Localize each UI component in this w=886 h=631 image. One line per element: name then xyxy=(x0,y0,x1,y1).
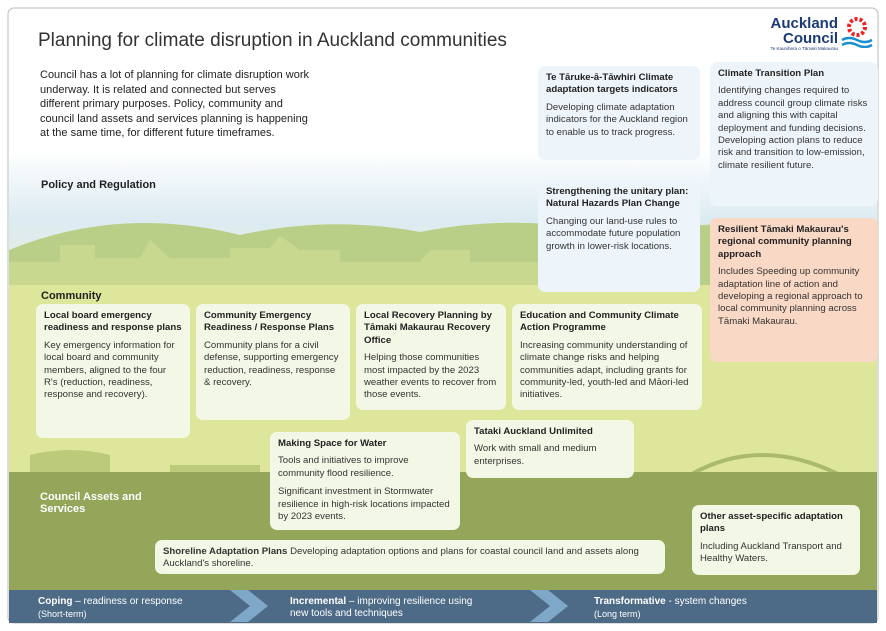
card-title: Strengthening the unitary plan: Natural … xyxy=(546,186,692,211)
stage-label: Transformative xyxy=(594,596,666,607)
card-title: Shoreline Adaptation Plans xyxy=(163,546,287,557)
card-title: Resilient Tāmaki Makaurau's regional com… xyxy=(718,224,870,261)
card-text: Shoreline Adaptation Plans Developing ad… xyxy=(163,546,657,571)
section-label: Policy and Regulation xyxy=(41,179,156,191)
logo-line: Council xyxy=(738,31,838,46)
card: Other asset-specific adaptation plans Inc… xyxy=(692,505,860,575)
card: Community Emergency Readiness / Response… xyxy=(196,304,350,420)
page: Planning for climate disruption in Auckl… xyxy=(0,0,886,631)
timeline-stage: Incremental – improving resilience using… xyxy=(290,596,480,620)
card-body: Increasing community understanding of cl… xyxy=(520,340,694,402)
card-title: Te Tāruke-ā-Tāwhiri Climate adaptation t… xyxy=(546,72,692,97)
card-body: Tools and initiatives to improve communi… xyxy=(278,455,452,480)
logo-tagline: Te Kaunihera o Tāmaki Makaurau xyxy=(738,46,838,52)
card: Local Recovery Planning by Tāmaki Makaur… xyxy=(356,304,506,410)
card-body: Work with small and medium enterprises. xyxy=(474,443,626,468)
stage-description: – readiness or response xyxy=(75,596,182,607)
card-title: Local board emergency readiness and resp… xyxy=(44,310,182,335)
card: Resilient Tāmaki Makaurau's regional com… xyxy=(710,218,878,362)
section-label: Community xyxy=(41,290,102,302)
title: Planning for climate disruption in Auckl… xyxy=(38,30,507,52)
card-title: Local Recovery Planning by Tāmaki Makaur… xyxy=(364,310,498,347)
card: Strengthening the unitary plan: Natural … xyxy=(538,180,700,292)
timeline-stage: Coping – readiness or response (Short-ter… xyxy=(38,596,238,621)
intro: Council has a lot of planning for climat… xyxy=(40,68,312,141)
stage-term: (Long term) xyxy=(594,609,641,619)
stage-term: (Short-term) xyxy=(38,609,87,619)
card: Te Tāruke-ā-Tāwhiri Climate adaptation t… xyxy=(538,66,700,160)
card-body: Including Auckland Transport and Healthy… xyxy=(700,541,852,566)
card-title: Climate Transition Plan xyxy=(718,68,870,80)
card-title: Making Space for Water xyxy=(278,438,452,450)
logo: Auckland Council Te Kaunihera o Tāmaki M… xyxy=(738,16,838,52)
card-body: Developing climate adaptation indicators… xyxy=(546,102,692,139)
stage-description: - system changes xyxy=(668,596,746,607)
card: Local board emergency readiness and resp… xyxy=(36,304,190,438)
card-title: Tataki Auckland Unlimited xyxy=(474,426,626,438)
card-title: Other asset-specific adaptation plans xyxy=(700,511,852,536)
card-title: Community Emergency Readiness / Response… xyxy=(204,310,342,335)
card: Tataki Auckland Unlimited Work with small… xyxy=(466,420,634,478)
card-body: Changing our land-use rules to accommoda… xyxy=(546,216,692,253)
card-body: Identifying changes required to address … xyxy=(718,85,870,172)
logo-icon xyxy=(840,14,874,48)
section-label: Council Assets and Services xyxy=(40,491,150,515)
stage-label: Coping xyxy=(38,596,72,607)
card: Making Space for Water Tools and initiati… xyxy=(270,432,460,530)
card: Shoreline Adaptation Plans Developing ad… xyxy=(155,540,665,574)
card-body: Community plans for a civil defense, sup… xyxy=(204,340,342,390)
logo-line: Auckland xyxy=(738,16,838,31)
card-body: Key emergency information for local boar… xyxy=(44,340,182,402)
card: Education and Community Climate Action P… xyxy=(512,304,702,410)
card-body: Helping those communities most impacted … xyxy=(364,352,498,402)
card-body: Significant investment in Stormwater res… xyxy=(278,486,452,523)
card: Climate Transition Plan Identifying chang… xyxy=(710,62,878,206)
card-title: Education and Community Climate Action P… xyxy=(520,310,694,335)
card-body: Includes Speeding up community adaptatio… xyxy=(718,266,870,328)
stage-label: Incremental xyxy=(290,596,346,607)
timeline-stage: Transformative - system changes (Long ter… xyxy=(594,596,794,621)
